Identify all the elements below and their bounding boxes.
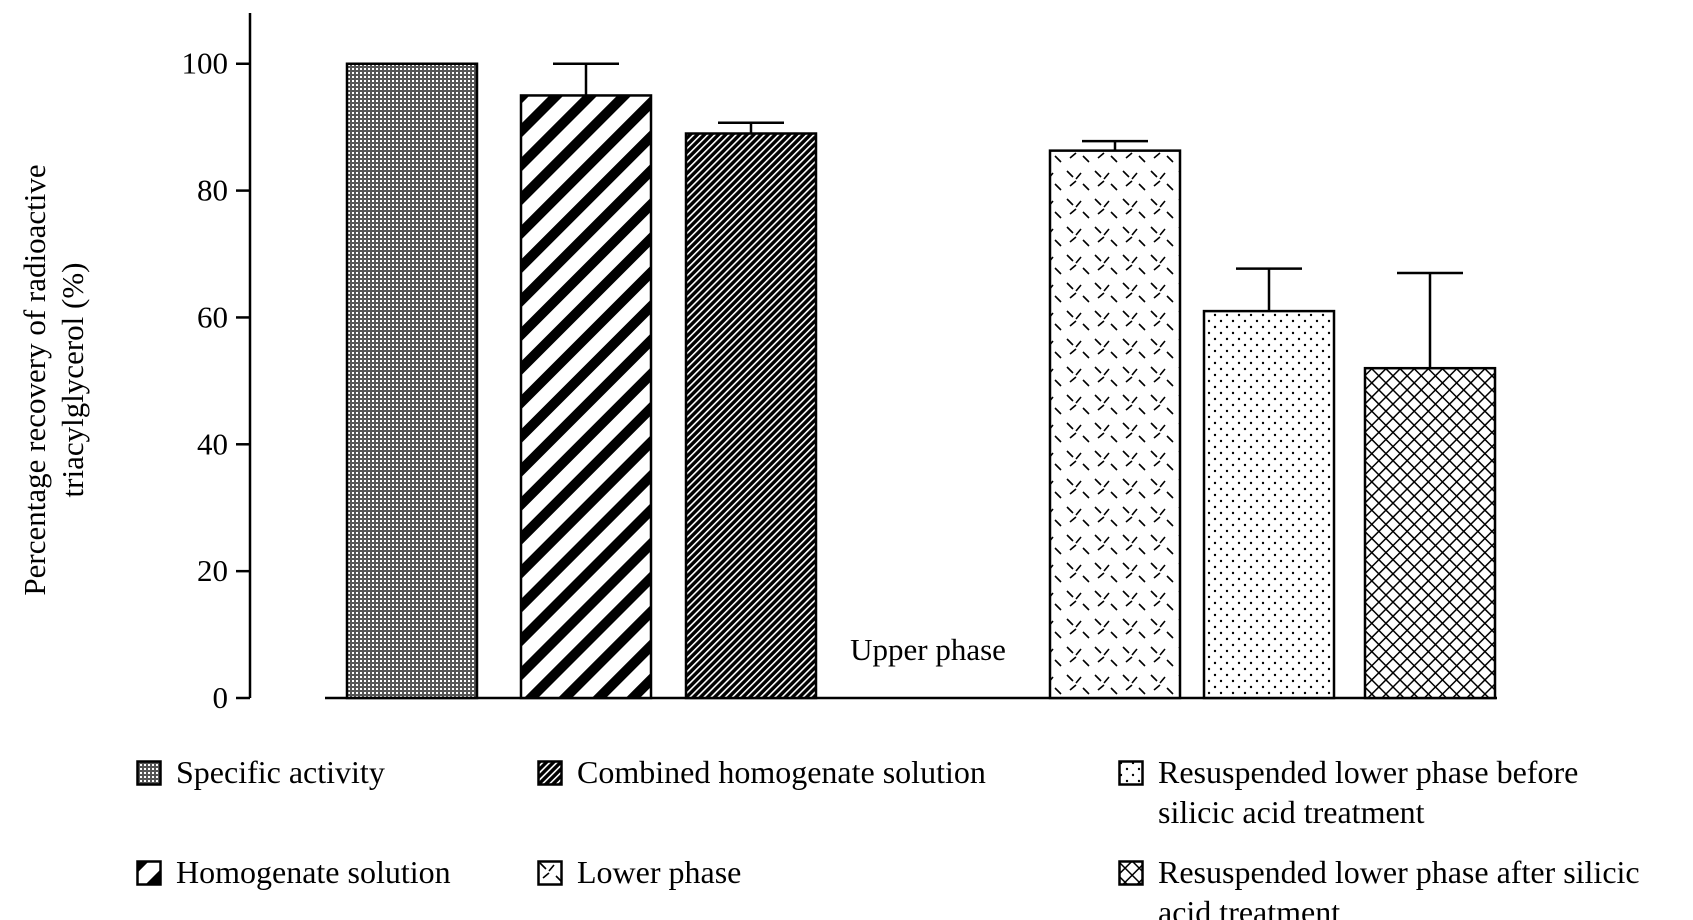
legend-item: Combined homogenate solution (537, 752, 1097, 792)
legend-label: Resuspended lower phase before silicic a… (1158, 754, 1579, 830)
legend-swatch (537, 760, 563, 786)
y-tick-label: 80 (197, 173, 228, 208)
legend-label: Resuspended lower phase after silicic ac… (1158, 854, 1640, 920)
y-tick-label: 40 (197, 426, 228, 461)
legend-swatch-box (1118, 760, 1144, 786)
y-axis-label: Percentage recovery of radioactive (17, 164, 52, 595)
chart: Percentage recovery of radioactive triac… (17, 13, 1497, 715)
legend-item: Resuspended lower phase after silicic ac… (1118, 852, 1658, 920)
bar (345, 62, 479, 700)
y-axis-label: triacylglycerol (%) (55, 263, 90, 498)
legend-item: Homogenate solution (136, 852, 516, 892)
legend-label: Lower phase (577, 854, 742, 890)
bar (1202, 309, 1336, 700)
legend-label: Specific activity (176, 754, 385, 790)
y-tick-label: 0 (213, 680, 229, 715)
y-tick-label: 60 (197, 299, 228, 334)
bar (519, 94, 653, 700)
legend-swatch-box (136, 860, 162, 886)
legend-item: Specific activity (136, 752, 516, 792)
legend-item: Resuspended lower phase before silicic a… (1118, 752, 1658, 832)
legend-swatch (1118, 860, 1144, 886)
legend-label: Homogenate solution (176, 854, 451, 890)
bar (684, 132, 818, 700)
bar (1363, 366, 1497, 700)
legend-swatch-box (136, 760, 162, 786)
y-tick-label: 20 (197, 553, 228, 588)
bar-label: Upper phase (850, 632, 1006, 667)
legend-swatch (136, 860, 162, 886)
legend-swatch-box (1118, 860, 1144, 886)
legend-swatch-box (537, 760, 563, 786)
legend-swatch (136, 760, 162, 786)
legend-swatch (537, 860, 563, 886)
legend-label: Combined homogenate solution (577, 754, 986, 790)
legend-item: Lower phase (537, 852, 1097, 892)
bar (1048, 149, 1182, 700)
legend-swatch (1118, 760, 1144, 786)
legend-swatch-box (537, 860, 563, 886)
y-tick-label: 100 (182, 46, 229, 81)
